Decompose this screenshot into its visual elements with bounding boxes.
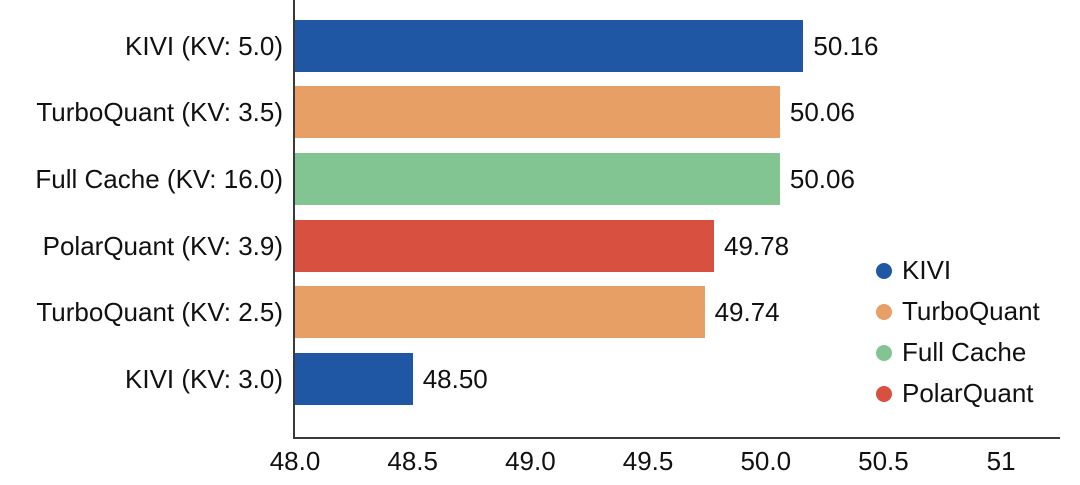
x-tick-label: 49.5 [622, 446, 674, 476]
x-tick-label: 51 [986, 446, 1016, 476]
bar-kivi [295, 19, 804, 72]
legend-marker-circle-icon [876, 385, 892, 402]
legend-label: Full Cache [902, 337, 1027, 367]
x-axis-line [293, 437, 1060, 439]
x-tick-label: 48.0 [269, 446, 321, 476]
legend-label: TurboQuant [902, 296, 1040, 326]
value-label: 50.06 [789, 97, 855, 128]
category-label: KIVI (KV: 3.0) [125, 364, 283, 394]
value-label: 50.06 [789, 163, 855, 194]
value-label: 50.16 [813, 30, 879, 61]
legend: KIVI TurboQuant Full Cache PolarQuant [876, 250, 1040, 414]
value-label: 48.50 [422, 364, 488, 394]
legend-marker-circle-icon [876, 262, 892, 279]
bar-polarquant [295, 219, 714, 272]
legend-item: KIVI [876, 250, 1040, 291]
y-axis-line [293, 0, 295, 439]
legend-label: PolarQuant [902, 378, 1034, 408]
bar-full-cache [295, 152, 780, 205]
bar-turboquant [295, 286, 705, 339]
value-label: 49.78 [723, 230, 790, 261]
category-label: KIVI (KV: 5.0) [125, 30, 283, 61]
legend-item: TurboQuant [876, 291, 1040, 332]
x-tick-label: 49.0 [505, 446, 556, 476]
category-label: TurboQuant (KV: 2.5) [36, 297, 283, 328]
legend-marker-circle-icon [876, 344, 892, 361]
legend-item: PolarQuant [876, 373, 1040, 414]
category-label: Full Cache (KV: 16.0) [35, 163, 283, 194]
x-tick-label: 50.0 [740, 446, 792, 476]
legend-marker-circle-icon [876, 303, 892, 320]
x-tick-label: 50.5 [858, 446, 909, 476]
category-label: PolarQuant (KV: 3.9) [42, 230, 283, 261]
category-label: TurboQuant (KV: 3.5) [36, 97, 283, 128]
x-tick-label: 48.5 [387, 446, 438, 476]
legend-label: KIVI [902, 255, 952, 285]
value-label: 49.74 [714, 297, 780, 328]
bar-turboquant [295, 86, 780, 139]
legend-item: Full Cache [876, 332, 1040, 373]
bar-kivi [295, 353, 413, 405]
